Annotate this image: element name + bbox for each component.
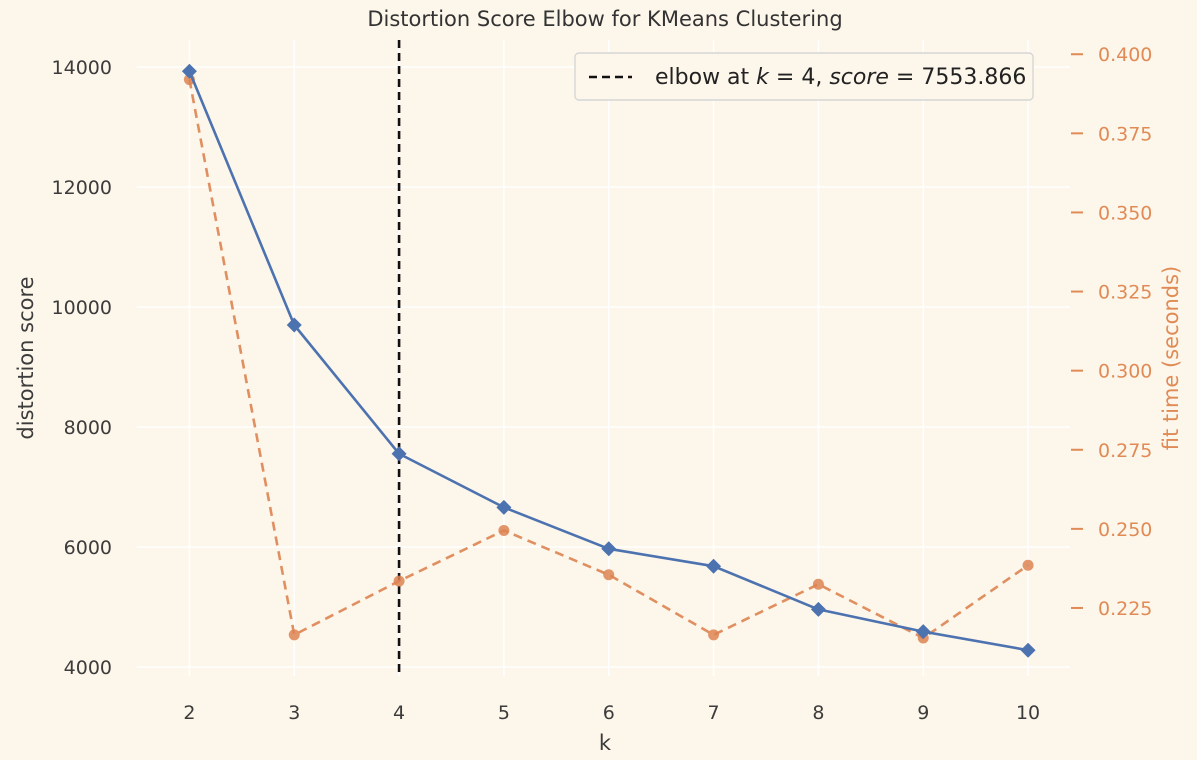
y2-tick-label: 0.250 [1098, 519, 1152, 541]
distortion-point [181, 63, 197, 79]
x-tick-label: 3 [288, 702, 300, 724]
distortion-point [915, 624, 931, 640]
y2-tick-label: 0.225 [1098, 598, 1152, 620]
distortion-point [706, 558, 722, 574]
fit-time-point [1022, 559, 1034, 571]
y-tick-label: 4000 [64, 657, 112, 679]
distortion-point [496, 499, 512, 515]
chart-title: Distortion Score Elbow for KMeans Cluste… [367, 7, 842, 31]
y2-axis-title: fit time (seconds) [1159, 266, 1183, 450]
legend-box [574, 52, 1034, 101]
x-tick-label: 6 [603, 702, 615, 724]
series [181, 63, 1036, 658]
y2-tick-label: 0.275 [1098, 440, 1152, 462]
x-tick-label: 7 [708, 702, 720, 724]
y-axis-title: distortion score [14, 276, 38, 439]
x-tick-label: 10 [1016, 702, 1040, 724]
x-tick-label: 5 [498, 702, 510, 724]
fit-time-point [393, 575, 405, 587]
legend-k-var: k [756, 65, 770, 90]
y-tick-label: 12000 [52, 177, 112, 199]
fit-time-point [603, 569, 615, 581]
fit-time-point [708, 629, 720, 641]
y2-tick-label: 0.325 [1098, 282, 1152, 304]
legend-elbow-label: elbow at k = 4, score = 7553.866 [655, 65, 1026, 90]
y2-tick-label: 0.375 [1098, 123, 1152, 145]
fit-time-point [812, 578, 824, 590]
legend-score-eq: = 7553.866 [889, 65, 1026, 90]
grid [137, 40, 1070, 676]
distortion-point [1020, 642, 1036, 658]
y2-tick-label: 0.350 [1098, 202, 1152, 224]
y-tick-label: 6000 [64, 537, 112, 559]
distortion-point [810, 601, 826, 617]
distortion-point [391, 446, 407, 462]
y-tick-label: 10000 [52, 297, 112, 319]
legend-score-var: score [829, 65, 889, 90]
fit-time-line [188, 79, 1029, 640]
x-tick-label: 9 [917, 702, 929, 724]
legend-k-eq: = 4, [769, 65, 829, 90]
legend-prefix: elbow at [655, 65, 756, 90]
x-tick-label: 8 [812, 702, 824, 724]
x-tick-label: 2 [183, 702, 195, 724]
x-tick-label: 4 [393, 702, 405, 724]
legend: elbow at k = 4, score = 7553.866 [574, 52, 1034, 101]
distortion-point [601, 541, 617, 557]
axes: 2 3 4 5 6 7 8 9 10 4000 6000 8000 10000 12000 14000 0.2… [52, 44, 1153, 724]
y2-tick-label: 0.300 [1098, 361, 1152, 383]
fit-time-point [288, 629, 300, 641]
distortion-point [286, 317, 302, 333]
y-tick-label: 8000 [64, 417, 112, 439]
fit-time-point [498, 524, 510, 536]
x-axis-title: k [599, 731, 612, 755]
y-tick-label: 14000 [52, 57, 112, 79]
y2-tick-label: 0.400 [1098, 44, 1152, 66]
